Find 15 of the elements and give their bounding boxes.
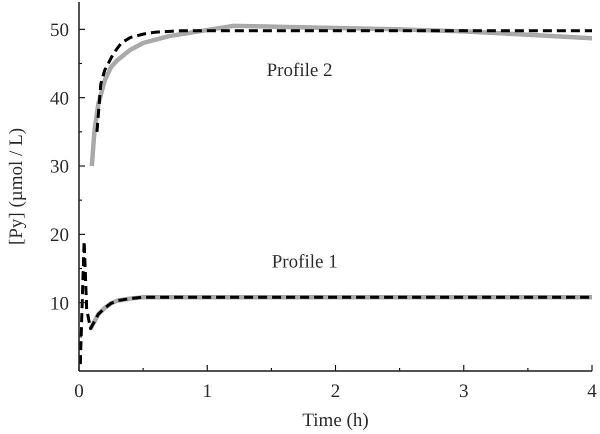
- y-tick-label: 30: [50, 156, 69, 178]
- x-tick-label: 4: [587, 381, 598, 402]
- y-tick-label: 50: [50, 20, 69, 41]
- x-tick-label: 2: [330, 381, 340, 402]
- x-axis-title: Time (h): [302, 410, 369, 431]
- y-tick-label: 40: [50, 88, 69, 110]
- x-tick-label: 0: [74, 381, 84, 402]
- annotation: Profile 1: [272, 252, 338, 273]
- y-tick-label: 10: [50, 293, 69, 314]
- y-axis-title: [Py] (µmol / L): [6, 128, 27, 246]
- x-tick-label: 1: [202, 381, 212, 402]
- line-series: [95, 29, 594, 134]
- annotation: Profile 2: [266, 60, 333, 81]
- y-tick-label: 20: [50, 224, 69, 246]
- x-tick-label: 3: [459, 381, 468, 402]
